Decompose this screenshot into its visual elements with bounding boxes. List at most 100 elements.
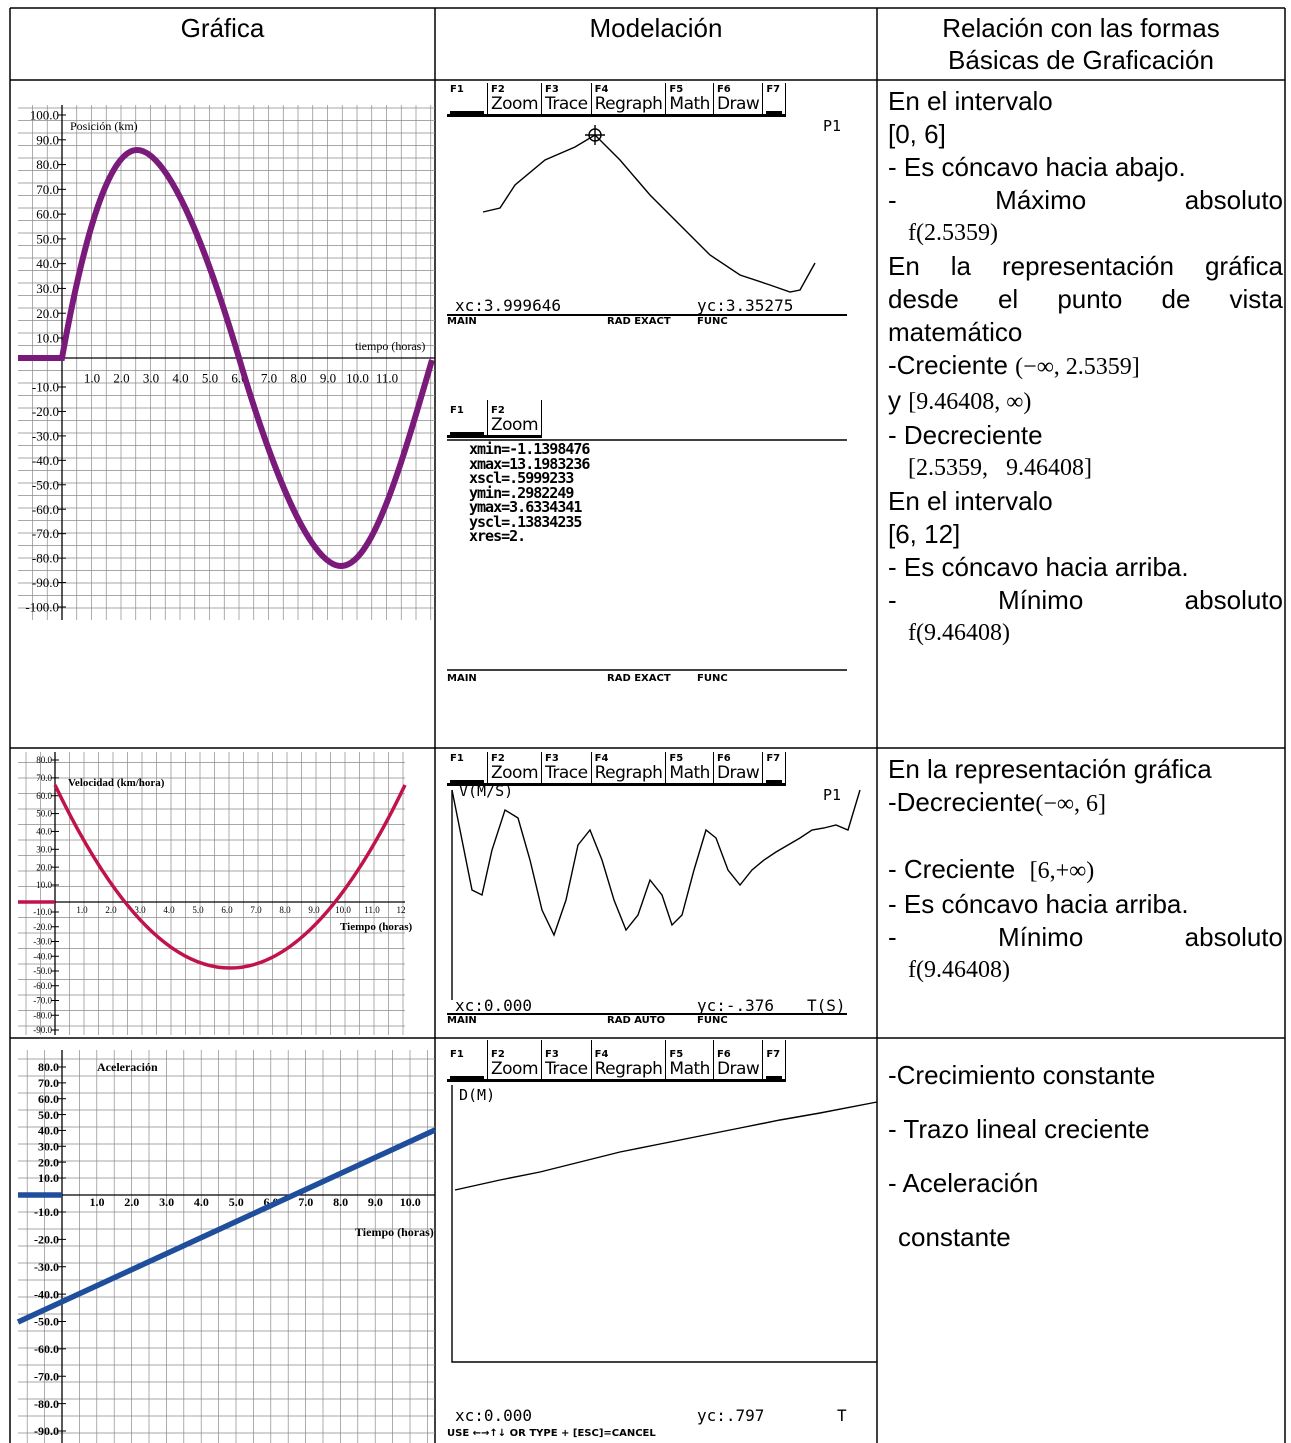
y-tick-label: -40.0	[33, 951, 52, 961]
grids: 100.090.080.070.060.050.040.030.020.010.…	[18, 105, 435, 1443]
y-tick-label: -70.0	[33, 996, 52, 1006]
screen-footer: RAD EXACT	[607, 673, 671, 684]
tab-label: Draw	[717, 1060, 759, 1079]
note-math: f(9.46408)	[888, 617, 1283, 650]
x-tick-label: 8.0	[333, 1195, 348, 1209]
y-tick-label: -20.0	[34, 1233, 59, 1247]
tab-icon	[450, 1060, 484, 1079]
menu-tab: F7	[763, 1040, 786, 1080]
calc-curve	[455, 1102, 877, 1190]
menu-tab: F1	[447, 400, 488, 436]
menu-tab: F6Draw	[714, 752, 763, 784]
tab-key: F1	[450, 753, 484, 764]
notes: -Crecimiento constante - Trazo lineal cr…	[888, 1048, 1283, 1264]
y-tick-label: -30.0	[32, 428, 59, 443]
note-math: (−∞, 2.5359]	[1015, 354, 1140, 380]
menu-tab: F7	[763, 83, 786, 115]
y-tick-label: 60.0	[36, 207, 59, 222]
note: y [9.46408, ∞)	[888, 384, 1283, 419]
menu-bar: F1F2ZoomF3TraceF4RegraphF5MathF6DrawF7	[447, 83, 786, 117]
note: - Decreciente	[888, 419, 1283, 452]
screen-footer: RAD EXACT	[607, 316, 671, 327]
x-tick-label: 1.0	[84, 371, 100, 386]
note-math: [9.46408, ∞)	[908, 389, 1031, 415]
tab-key: F1	[450, 84, 484, 95]
y-tick-label: -70.0	[34, 1369, 59, 1383]
tab-label: Zoom	[491, 416, 538, 435]
x-tick-label: 1.0	[90, 1195, 105, 1209]
header-line: Relación con las formas	[877, 12, 1285, 44]
x-tick-label: 7.0	[261, 371, 277, 386]
column-header: Relación con las formasBásicas de Grafic…	[877, 12, 1285, 76]
note: [6, 12]	[888, 518, 1283, 551]
tab-icon	[766, 1060, 782, 1079]
y-tick-label: -60.0	[33, 981, 52, 991]
y-tick-label: 100.0	[30, 108, 59, 123]
note-math: (−∞, 6]	[1035, 791, 1106, 817]
note: - Máximo absoluto	[888, 184, 1283, 217]
y-tick-label: -70.0	[32, 526, 59, 541]
tab-icon	[766, 95, 782, 114]
x-tick-label: 9.0	[320, 371, 336, 386]
note: - Es cóncavo hacia arriba.	[888, 888, 1283, 921]
y-tick-label: 70.0	[36, 182, 59, 197]
menu-tab: F4Regraph	[592, 1040, 667, 1080]
tab-key: F7	[766, 753, 782, 764]
tab-label: Zoom	[491, 764, 538, 783]
y-tick-label: -40.0	[34, 1287, 59, 1301]
tab-label: Trace	[545, 1060, 588, 1079]
screen-status: xc:3.999646	[455, 296, 561, 315]
screen-corner: P1	[823, 117, 841, 135]
screen-corner: P1	[823, 786, 841, 804]
x-tick-label: 5.0	[202, 371, 218, 386]
column-header: Modelación	[435, 12, 877, 44]
x-tick-label: 7.0	[298, 1195, 313, 1209]
note: constante	[888, 1210, 1283, 1264]
note: [0, 6]	[888, 118, 1283, 151]
y-tick-label: 40.0	[36, 256, 59, 271]
note-math: f(9.46408)	[888, 954, 1283, 987]
note-text: - Creciente	[888, 854, 1015, 884]
note: - Mínimo absoluto	[888, 921, 1283, 954]
tab-label: Regraph	[595, 1060, 663, 1079]
x-tick-label: 2.0	[124, 1195, 139, 1209]
tab-label: Zoom	[491, 95, 538, 114]
y-tick-label: 70.0	[36, 773, 52, 783]
y-tick-label: -10.0	[32, 380, 59, 395]
y-tick-label: 60.0	[36, 791, 52, 801]
x-tick-label: 10.0	[346, 371, 369, 386]
screen-line: xres=2.	[469, 529, 525, 544]
y-tick-label: -90.0	[34, 1424, 59, 1438]
note: En el intervalo	[888, 485, 1283, 518]
note-text: y	[888, 385, 901, 415]
screen-status: yc:3.35275	[697, 296, 793, 315]
note: - Mínimo absoluto	[888, 584, 1283, 617]
menu-tab: F1	[447, 1040, 488, 1080]
y-tick-label: -50.0	[33, 966, 52, 976]
y-tick-label: 30.0	[36, 844, 52, 854]
tab-icon	[766, 764, 782, 783]
y-tick-label: 30.0	[38, 1139, 59, 1153]
calc-curve	[483, 135, 815, 292]
y-tick-label: 30.0	[36, 281, 59, 296]
note-math: [2.5359, 9.46408]	[888, 452, 1283, 485]
tab-label: Trace	[545, 764, 588, 783]
note-math: f(2.5359)	[888, 217, 1283, 250]
menu-tab: F1	[447, 83, 488, 115]
note: - Trazo lineal creciente	[888, 1102, 1283, 1156]
screen-footer: FUNC	[697, 673, 728, 684]
screen-footer: MAIN	[447, 1015, 477, 1026]
calc-curve	[452, 790, 860, 935]
tab-icon	[450, 764, 484, 783]
y-tick-label: -50.0	[32, 477, 59, 492]
y-tick-label: -80.0	[34, 1397, 59, 1411]
note: En el intervalo	[888, 85, 1283, 118]
menu-tab: F3Trace	[542, 752, 592, 784]
x-axis-label: tiempo (horas)	[355, 339, 425, 353]
x-tick-label: 8.0	[279, 905, 291, 915]
note: - Creciente [6,+∞)	[888, 853, 1283, 888]
note: -Crecimiento constante	[888, 1048, 1283, 1102]
tab-label: Math	[669, 764, 710, 783]
